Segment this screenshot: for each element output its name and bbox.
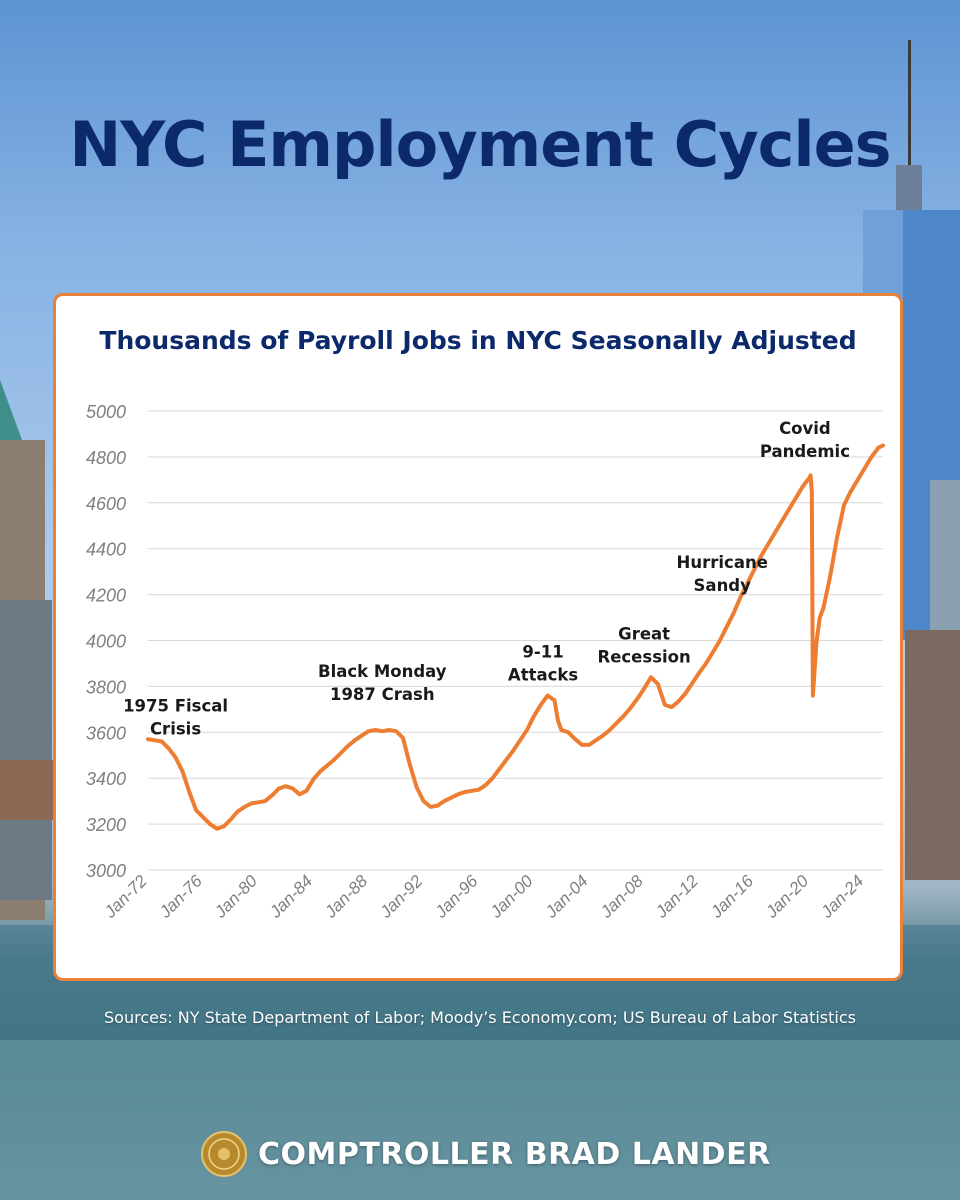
annotation-label: Sandy: [694, 576, 752, 595]
x-tick-label: Jan-08: [596, 871, 647, 922]
annotation-label: Hurricane: [677, 553, 768, 572]
y-tick-label: 4400: [86, 540, 126, 560]
x-tick-label: Jan-92: [376, 871, 427, 922]
chart-card: Thousands of Payroll Jobs in NYC Seasona…: [53, 293, 903, 981]
annotation-label: Great: [618, 624, 670, 643]
x-tick-label: Jan-12: [651, 871, 702, 922]
annotation-label: Recession: [598, 647, 691, 666]
line-chart: 3000 3200 3400 3600 3800 4000 4200 4400 4600 4800…: [86, 402, 885, 922]
right-skyscraper: [863, 40, 960, 880]
x-tick-label: Jan-00: [486, 871, 537, 922]
x-tick-label: Jan-88: [320, 871, 371, 922]
x-tick-label: Jan-80: [210, 871, 261, 922]
y-tick-label: 3600: [86, 723, 126, 743]
x-tick-label: Jan-20: [761, 871, 812, 922]
chart-title: Thousands of Payroll Jobs in NYC Seasona…: [99, 326, 857, 355]
y-tick-label: 3000: [86, 861, 126, 881]
y-tick-label: 3400: [86, 769, 126, 789]
series-line: [146, 443, 885, 831]
x-tick-label: Jan-84: [265, 871, 316, 922]
x-tick-label: Jan-96: [431, 871, 482, 922]
y-tick-label: 4200: [86, 586, 126, 606]
x-tick-label: Jan-24: [817, 871, 868, 922]
y-tick-label: 4800: [86, 448, 126, 468]
city-seal-icon: [201, 1131, 247, 1177]
left-skyscraper: [0, 380, 55, 920]
annotation-label: Attacks: [508, 666, 578, 685]
annotation-label: 1987 Crash: [330, 685, 435, 704]
y-tick-label: 4000: [86, 632, 126, 652]
y-tick-label: 5000: [86, 402, 126, 422]
x-tick-label: Jan-76: [155, 871, 206, 922]
x-tick-label: Jan-16: [706, 871, 757, 922]
annotation-label: Crisis: [150, 720, 201, 739]
annotation-label: 1975 Fiscal: [123, 697, 228, 716]
y-tick-label: 3800: [86, 677, 126, 697]
sources-note: Sources: NY State Department of Labor; M…: [104, 1008, 856, 1027]
y-tick-label: 3200: [86, 815, 126, 835]
footer-text: COMPTROLLER BRAD LANDER: [258, 1136, 771, 1172]
annotation-label: Covid: [779, 419, 831, 438]
y-tick-label: 4600: [86, 494, 126, 514]
annotation-label: 9-11: [522, 643, 563, 662]
annotation-label: Pandemic: [760, 442, 850, 461]
annotation-label: Black Monday: [318, 662, 447, 681]
page-title: NYC Employment Cycles: [69, 108, 891, 181]
footer-brand: COMPTROLLER BRAD LANDER: [200, 1128, 771, 1180]
x-tick-label: Jan-04: [541, 871, 592, 922]
